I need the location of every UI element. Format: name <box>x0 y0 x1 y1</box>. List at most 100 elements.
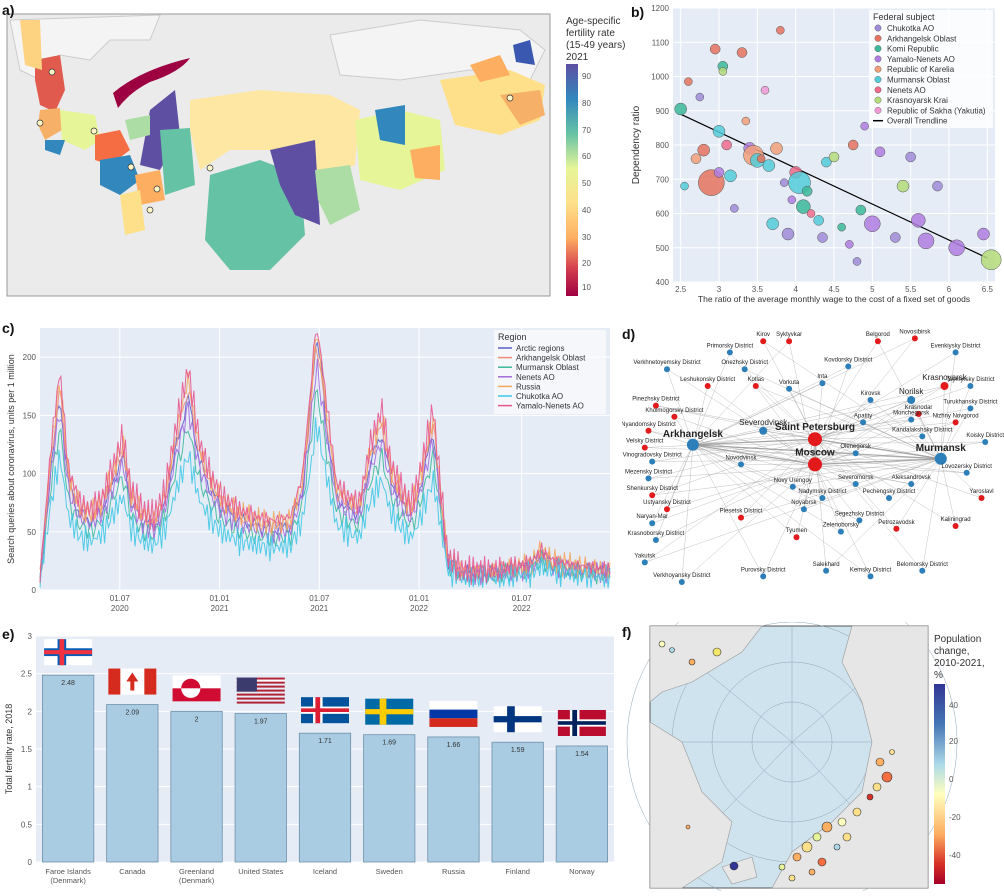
maple-leaf-icon <box>126 672 139 691</box>
flag-part <box>365 709 414 715</box>
network-node-label: Verkhnetoyemsky District <box>633 360 701 366</box>
network-node-label: Aleksandrovsk <box>892 475 932 481</box>
x-tick-label: 2022 <box>513 604 531 613</box>
settlement-marker <box>889 749 895 755</box>
y-tick-label: 500 <box>656 244 670 253</box>
settlement-marker <box>866 793 874 801</box>
panel-label-f: f) <box>622 624 632 640</box>
map-a: Age-specific fertility rate (15-49 years… <box>6 13 628 297</box>
y-tick-label: 900 <box>656 107 670 116</box>
scatter-point <box>770 142 783 155</box>
panel-label-c: c) <box>2 320 15 336</box>
legend-item: Yamalo-Nenets AO <box>887 55 955 64</box>
network-edge <box>652 458 941 496</box>
flag-part <box>44 650 93 655</box>
x-tick-label: 3.5 <box>752 285 764 294</box>
y-tick-label: 1100 <box>652 38 670 47</box>
network-node <box>649 492 656 499</box>
scatter-point <box>796 199 811 214</box>
panel-label-e: e) <box>2 626 15 642</box>
network-edge <box>652 458 941 462</box>
map-f-colorbar: Population change, 2010-2021, % 40 20 0 … <box>934 634 985 884</box>
y-tick-label: 0 <box>28 858 33 867</box>
flag-iceland-icon <box>301 697 349 724</box>
flag-canada-icon <box>108 668 157 695</box>
x-tick-label: 01.01 <box>210 594 231 603</box>
scatter-point <box>709 43 721 55</box>
network-node <box>908 481 915 487</box>
map-a-region-siberia <box>190 90 360 180</box>
bar <box>42 674 95 863</box>
network-node-label: Nyandomsky District <box>622 422 676 428</box>
network-edge <box>692 444 816 465</box>
settlement-marker <box>729 861 739 871</box>
network-node-label: Kirov <box>756 332 770 338</box>
network-edge <box>814 422 956 465</box>
network-node <box>738 514 744 521</box>
map-a-region-novaya-zemlya <box>113 58 190 108</box>
network-edge <box>940 408 971 459</box>
network-node-label: Kovdorsky District <box>824 357 872 363</box>
flag-part <box>557 721 606 725</box>
network-node-label: Severomorsk <box>838 475 874 481</box>
network-node-label: Olenegorsk <box>840 444 872 450</box>
network-node <box>808 432 822 447</box>
scatter-point <box>690 153 702 164</box>
colorbar-f-tick: 20 <box>949 737 958 746</box>
network-edge <box>692 422 956 446</box>
network-node <box>911 335 918 342</box>
network-node <box>874 338 881 345</box>
y-axis-label: Total fertility rate, 2018 <box>4 704 14 795</box>
map-a-region-east <box>470 55 510 82</box>
network-edge <box>922 458 942 571</box>
network-node <box>738 461 744 468</box>
city-marker <box>127 163 135 171</box>
network-node-label: Norilsk <box>899 387 924 396</box>
scatter-point <box>776 26 785 35</box>
map-a-region-south <box>120 190 145 235</box>
colorbar-f-tick: -20 <box>949 813 961 822</box>
network-edge <box>692 444 764 577</box>
panel-e: e) 0 0.5 1 1.5 2 2.5 3 Total fertility rate, 20… <box>0 622 618 891</box>
settlement-marker <box>808 868 816 876</box>
scatter-point <box>766 217 779 231</box>
y-axis-label: Search queries about coronavirus, units … <box>6 354 16 564</box>
x-axis-label: The ratio of the average monthly wage to… <box>698 294 970 304</box>
city-marker <box>146 206 154 214</box>
legend-item: Arkhangelsk Oblast <box>887 34 957 43</box>
flag-part <box>236 677 257 692</box>
network-edge <box>814 436 923 440</box>
flag-part <box>236 677 285 680</box>
scatter-point <box>806 209 816 218</box>
network-node <box>649 458 656 465</box>
network-edge <box>692 444 967 474</box>
map-a-region-sverdlovsk <box>135 170 165 205</box>
colorbar-a-tick: 70 <box>582 126 591 135</box>
x-tick-label: 01.01 <box>409 594 430 603</box>
network-edge <box>814 385 945 440</box>
y-tick-label: 1000 <box>651 73 669 82</box>
legend-title: Region <box>498 332 527 342</box>
settlement-marker <box>812 832 822 842</box>
network-edge <box>655 405 941 460</box>
flag-norway-icon <box>557 709 606 736</box>
flag-part <box>108 668 121 695</box>
network-edge <box>896 458 942 529</box>
y-tick-label: 1 <box>28 783 33 792</box>
network-edge <box>814 464 871 577</box>
city-marker <box>48 68 56 76</box>
scatter-point <box>760 85 770 95</box>
network-node-label: Leshukonsky District <box>680 377 735 383</box>
bar-chart: 0 0.5 1 1.5 2 2.5 3 Total fertility rate, 2018 2… <box>4 632 614 885</box>
map-f-settlements <box>658 640 895 882</box>
scatter-point <box>911 213 926 228</box>
y-tick-label: 1200 <box>651 4 669 13</box>
network-edge <box>740 439 816 518</box>
city-marker <box>506 94 514 102</box>
category-label: Finland <box>505 867 530 876</box>
network-node-label: Moscow <box>795 447 835 458</box>
settlement-marker <box>837 817 847 827</box>
flag-part <box>493 716 542 723</box>
scatter-point <box>948 239 965 256</box>
scatter-point <box>736 47 748 58</box>
